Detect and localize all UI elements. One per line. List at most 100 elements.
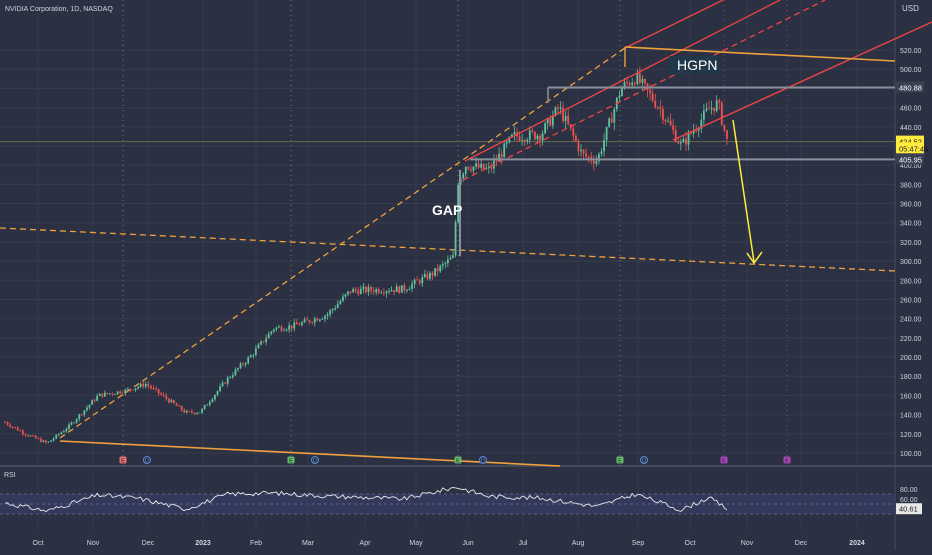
candle-body — [715, 100, 718, 112]
candle-body — [531, 130, 534, 132]
candle-body — [654, 100, 657, 108]
candle-body — [723, 124, 726, 131]
time-tick-label: Oct — [685, 540, 696, 547]
candle-body — [334, 307, 337, 310]
drawings-front: GAP HGPN — [432, 0, 932, 265]
candle-body — [73, 422, 76, 424]
candle-body — [242, 363, 244, 365]
candle-body — [505, 142, 508, 144]
candle-body — [157, 389, 160, 394]
candle-body — [339, 301, 342, 304]
level-405-label: 405.95 — [899, 155, 922, 164]
candle-body — [697, 128, 700, 131]
dividend-marker-text: D — [642, 459, 646, 465]
candle-body — [185, 411, 188, 413]
candle-body — [375, 289, 378, 293]
earnings-marker — [454, 456, 462, 464]
price-tick-label: 440.00 — [900, 125, 922, 132]
rsi-tick-label: 60.00 — [900, 497, 918, 504]
price-tick-label: 180.00 — [900, 374, 922, 381]
rsi-tick-label: 80.00 — [900, 487, 918, 494]
candle-body — [631, 82, 634, 86]
candle-body — [641, 79, 644, 83]
candle-body — [692, 130, 695, 134]
candle-body — [708, 108, 710, 110]
candle-body — [150, 385, 152, 389]
candle-body — [372, 290, 375, 293]
candle-body — [219, 386, 221, 392]
dividend-marker-text: D — [481, 459, 485, 465]
candle-body — [477, 163, 480, 168]
candle-body — [600, 151, 603, 154]
candle-body — [14, 427, 17, 428]
earnings-marker-text: E — [121, 458, 125, 464]
candle-body — [564, 115, 567, 122]
level-480-label-box — [896, 81, 924, 93]
candle-body — [574, 135, 577, 142]
candle-body — [313, 318, 316, 323]
candle-body — [214, 394, 216, 400]
candle-body — [93, 400, 96, 402]
candle-body — [380, 292, 383, 294]
candle-body — [500, 153, 503, 158]
projection-arrow-head — [746, 251, 763, 265]
candle-body — [365, 286, 367, 293]
price-tick-label: 320.00 — [900, 240, 922, 247]
hgpn-label: HGPN — [677, 57, 717, 73]
price-tick-label: 400.00 — [900, 163, 922, 170]
candle-body — [260, 341, 262, 345]
candle-body — [37, 438, 40, 440]
candle-body — [52, 438, 55, 441]
candle-body — [470, 169, 472, 171]
candle-body — [370, 287, 372, 291]
candle-body — [495, 160, 498, 162]
time-tick-label: Nov — [741, 540, 754, 547]
candle-body — [521, 140, 524, 141]
candle-body — [672, 125, 675, 131]
time-tick-label: Nov — [87, 540, 100, 547]
candle-body — [29, 435, 32, 437]
candle-body — [705, 108, 708, 111]
candle-body — [60, 432, 63, 435]
price-tick-label: 340.00 — [900, 221, 922, 228]
candle-body — [318, 319, 321, 321]
candle-body — [88, 404, 91, 408]
earnings-marker-text: E — [785, 458, 789, 464]
candle-body — [278, 326, 280, 328]
candle-body — [367, 287, 370, 293]
candle-body — [587, 156, 590, 158]
rsi-value-label: 40.61 — [899, 505, 918, 514]
candle-body — [349, 291, 352, 293]
candle-body — [152, 388, 155, 389]
candle-body — [518, 136, 521, 141]
price-tick-label: 520.00 — [900, 48, 922, 55]
candle-body — [513, 132, 516, 135]
candle-body — [487, 166, 490, 168]
candle-body — [203, 405, 206, 409]
candle-body — [559, 107, 562, 109]
candle-body — [234, 369, 237, 376]
candle-body — [406, 290, 408, 291]
earnings-marker — [720, 456, 728, 464]
candle-body — [165, 395, 168, 399]
candle-body — [170, 400, 173, 403]
candle-body — [682, 138, 685, 143]
dividend-marker — [143, 456, 151, 464]
time-scale[interactable]: Oct Nov Dec 2023 Feb Mar Apr May Jun Jul Aug Sep Oct… — [33, 540, 865, 547]
candle-body — [679, 142, 682, 144]
candle-body — [598, 153, 600, 162]
candle-body — [311, 322, 314, 324]
candle-body — [523, 140, 526, 142]
candle-body — [656, 107, 659, 109]
candle-body — [503, 143, 506, 158]
candle-body — [42, 440, 45, 442]
price-scale[interactable]: 520.00500.00480.00460.00440.00420.00400.… — [896, 48, 928, 458]
candle-body — [188, 411, 191, 412]
earnings-marker — [783, 456, 791, 464]
candle-body — [288, 325, 291, 330]
candle-body — [208, 402, 211, 405]
candle-body — [595, 161, 598, 164]
time-tick-label: Jul — [519, 540, 528, 547]
candle-body — [283, 330, 285, 332]
